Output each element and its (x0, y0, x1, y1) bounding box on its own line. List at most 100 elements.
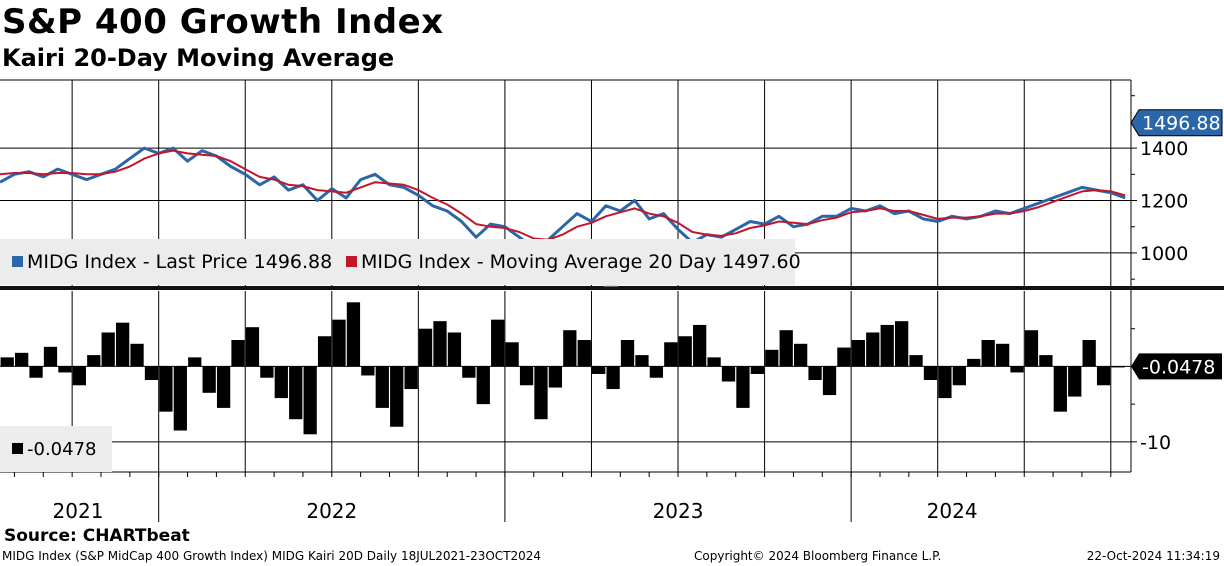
kairi-bar (317, 336, 332, 367)
legend-label-kairi: -0.0478 (27, 439, 97, 460)
kairi-bar (418, 328, 433, 367)
legend-swatch-red (346, 256, 357, 267)
kairi-bar (346, 302, 361, 367)
kairi-bar (1068, 366, 1082, 397)
kairi-bar (952, 366, 966, 386)
kairi-bar (707, 357, 721, 367)
kairi-callout-text: -0.0478 (1142, 356, 1215, 378)
kairi-bar (15, 352, 29, 367)
kairi-bar (721, 366, 736, 382)
kairi-bar (274, 366, 288, 399)
kairi-bar (837, 347, 851, 367)
footer-timestamp: 22-Oct-2024 11:34:19 (1086, 549, 1220, 563)
kairi-bar (231, 340, 245, 367)
kairi-bar (447, 332, 462, 367)
kairi-bar (693, 324, 707, 367)
kairi-bar (750, 366, 765, 374)
kairi-bar (794, 343, 808, 367)
kairi-bar (433, 321, 447, 367)
kairi-bar (332, 319, 346, 367)
kairi-legend: -0.0478 (0, 426, 112, 472)
x-year-label: 2021 (53, 499, 104, 523)
last-price-callout-text: 1496.88 (1142, 113, 1221, 135)
kairi-bar (260, 366, 274, 378)
kairi-bar (101, 332, 115, 367)
kairi-bar (505, 342, 519, 367)
kairi-bar (29, 366, 43, 378)
kairi-bar (58, 366, 72, 373)
chart-subtitle: Kairi 20-Day Moving Average (2, 44, 395, 72)
kairi-bar (563, 330, 577, 367)
y-tick-label: -10 (1140, 432, 1171, 454)
kairi-bar (909, 355, 923, 367)
kairi-callout-box (1131, 353, 1222, 380)
last-price-callout: 1496.88 (1130, 109, 1223, 137)
kairi-bar (303, 366, 317, 435)
legend-item-moving-average: MIDG Index - Moving Average 20 Day 1497.… (346, 251, 801, 273)
kairi-bar (938, 366, 952, 399)
price-series-line (0, 146, 1126, 250)
kairi-bar (779, 330, 793, 367)
y-tick-label: 1200 (1140, 191, 1188, 213)
price-legend: MIDG Index - Last Price 1496.88 MIDG Ind… (0, 239, 801, 285)
legend-swatch-black (12, 443, 23, 454)
legend-swatch-blue (12, 256, 23, 267)
kairi-bar (736, 366, 750, 408)
kairi-bar (375, 366, 389, 408)
kairi-bar (202, 366, 216, 393)
legend-item-kairi: -0.0478 (12, 439, 96, 460)
kairi-bar (606, 366, 620, 390)
kairi-bar (866, 332, 880, 367)
kairi-bar (390, 366, 404, 427)
y-tick-label: 1400 (1140, 138, 1188, 160)
kairi-bar (159, 366, 173, 412)
kairi-bar (43, 346, 58, 367)
kairi-bar (188, 357, 202, 367)
kairi-bar (1053, 366, 1067, 412)
kairi-bar (649, 366, 664, 378)
kairi-bar (404, 366, 418, 390)
kairi-bar (0, 357, 14, 367)
kairi-bar (216, 366, 231, 408)
kairi-bar (519, 366, 534, 386)
kairi-bar (115, 322, 130, 367)
kairi-bar (87, 355, 101, 367)
kairi-bar (981, 340, 995, 367)
kairi-bar (361, 366, 375, 376)
legend-label-moving-average: MIDG Index - Moving Average 20 Day 1497.… (361, 251, 801, 273)
kairi-bar (144, 366, 159, 380)
kairi-bar (491, 319, 505, 367)
kairi-bar (851, 340, 865, 367)
x-year-label: 2024 (927, 499, 978, 523)
kairi-bar (592, 366, 606, 374)
chart-title: S&P 400 Growth Index (2, 2, 444, 42)
kairi-bar (923, 366, 938, 380)
kairi-bar (635, 355, 649, 367)
kairi-bar (620, 340, 635, 367)
kairi-bar (765, 349, 779, 367)
kairi-bar (967, 358, 981, 367)
kairi-bar (995, 343, 1010, 367)
kairi-bar (678, 336, 692, 367)
kairi-bar (577, 340, 591, 367)
x-year-label: 2023 (653, 499, 704, 523)
kairi-bar (289, 366, 303, 420)
kairi-bar (822, 366, 837, 396)
footer-copyright: Copyright© 2024 Bloomberg Finance L.P. (694, 549, 942, 563)
kairi-bar (1010, 366, 1024, 373)
legend-label-last-price: MIDG Index - Last Price 1496.88 (27, 251, 333, 273)
kairi-bar (894, 321, 909, 367)
x-year-label: 2022 (306, 499, 357, 523)
kairi-callout: -0.0478 (1131, 353, 1222, 380)
kairi-bar (72, 366, 86, 386)
footer-description: MIDG Index (S&P MidCap 400 Growth Index)… (2, 549, 542, 563)
legend-item-last-price: MIDG Index - Last Price 1496.88 (12, 251, 332, 273)
y-tick-label: 1000 (1140, 243, 1188, 265)
kairi-bar (808, 366, 822, 380)
kairi-bar (664, 342, 678, 367)
kairi-bar (130, 343, 144, 367)
last-price-callout-box (1130, 109, 1223, 137)
kairi-bar (245, 327, 260, 367)
source-label: Source: CHARTbeat (4, 526, 190, 546)
kairi-bar (1039, 355, 1053, 367)
